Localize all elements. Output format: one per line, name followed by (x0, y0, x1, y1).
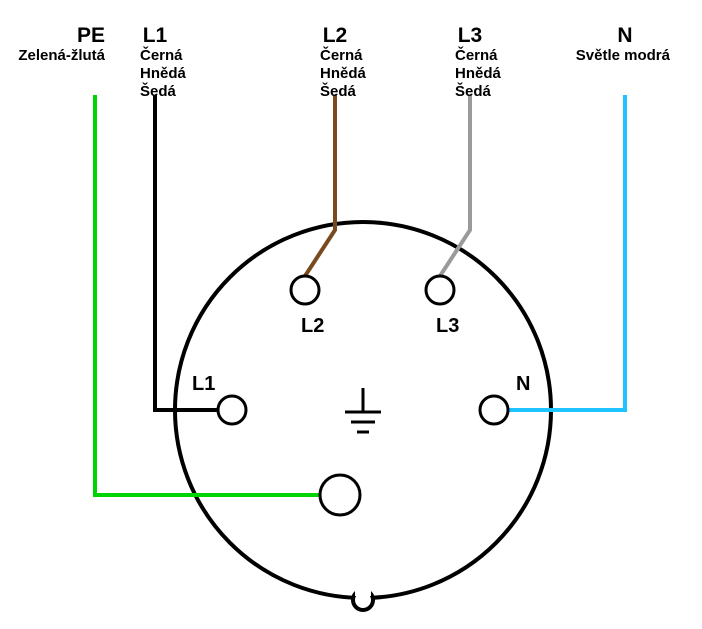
header-sub-l1: Černá (140, 46, 183, 64)
pin-label-n: N (516, 373, 530, 395)
header-title-l2: L2 (323, 24, 348, 47)
header-title-n: N (617, 24, 632, 47)
header-sub-l2: Šedá (320, 82, 357, 100)
pin-label-l1: L1 (192, 373, 215, 395)
header-sub-pe: Zelená-žlutá (18, 47, 105, 64)
header-sub-l1: Šedá (140, 82, 177, 100)
pin-n (480, 396, 508, 424)
header-sub-l3: Šedá (455, 82, 492, 100)
header-title-l3: L3 (458, 24, 483, 47)
pin-label-l2: L2 (301, 315, 324, 337)
pin-l2 (291, 276, 319, 304)
header-sub-n: Světle modrá (576, 47, 671, 64)
notch-mask (355, 586, 371, 596)
header-title-l1: L1 (143, 24, 168, 47)
header-sub-l1: Hnědá (140, 65, 187, 82)
header-sub-l3: Hnědá (455, 65, 502, 82)
header-sub-l3: Černá (455, 46, 498, 64)
pin-pe (320, 475, 360, 515)
header-title-pe: PE (77, 24, 105, 47)
pin-l1 (218, 396, 246, 424)
wiring-diagram: L2L3L1NPEZelená-žlutáL1ČernáHnědáŠedáL2Č… (0, 0, 702, 629)
header-sub-l2: Hnědá (320, 65, 367, 82)
pin-label-l3: L3 (436, 315, 459, 337)
header-sub-l2: Černá (320, 46, 363, 64)
pin-l3 (426, 276, 454, 304)
